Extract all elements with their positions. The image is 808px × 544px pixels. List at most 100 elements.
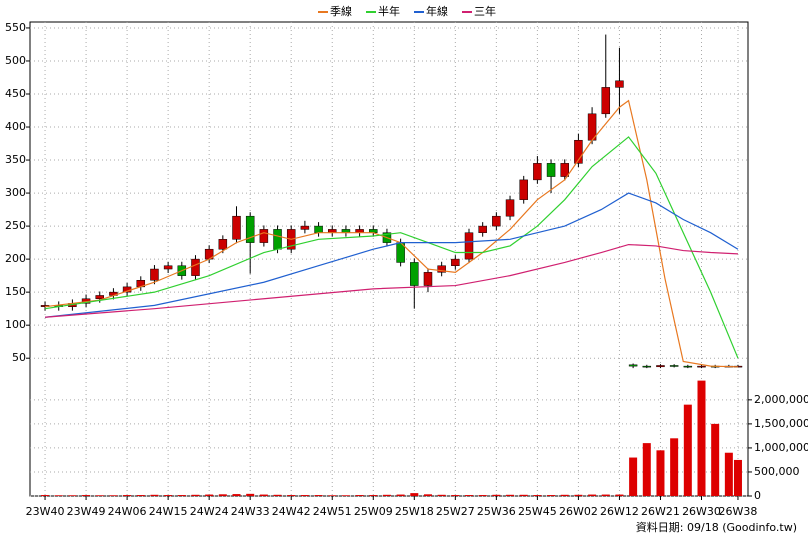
volume-bar [437, 494, 446, 496]
x-tick-label: 24W33 [231, 505, 270, 518]
y-tick-label: 500 [5, 54, 26, 67]
candle-body [656, 365, 665, 368]
candle-body [533, 163, 542, 181]
volume-bar [287, 495, 296, 496]
candle-body [683, 365, 693, 368]
volume-bar [259, 494, 268, 496]
candle-body [697, 365, 706, 368]
volume-bar [54, 495, 63, 496]
volume-bar [232, 494, 241, 496]
candle-body [574, 139, 583, 164]
volume-bar [314, 495, 323, 496]
volume-bar [601, 494, 610, 496]
x-tick-label: 25W27 [436, 505, 475, 518]
volume-bar [547, 495, 556, 496]
y2-tick-label: 1,000,000 [754, 441, 808, 454]
volume-bar [341, 495, 350, 496]
volume-bar [382, 494, 391, 496]
volume-bar [451, 495, 460, 496]
candle-body [95, 295, 104, 300]
volume-bar [355, 495, 364, 496]
volume-bar [410, 493, 419, 496]
candle-body [642, 365, 652, 368]
candle-body [628, 364, 638, 367]
legend-label: 年線 [426, 4, 448, 18]
x-tick-label: 23W40 [26, 505, 65, 518]
volume-bar [369, 495, 378, 496]
candle-body [505, 199, 515, 217]
x-tick-label: 26W12 [600, 505, 639, 518]
y2-tick-label: 2,000,000 [754, 393, 808, 406]
x-tick-label: 25W18 [395, 505, 434, 518]
candle-body [519, 179, 528, 200]
volume-bar [328, 495, 337, 496]
volume-bar [588, 494, 597, 496]
candle-body [669, 365, 679, 367]
volume-bar [273, 494, 282, 496]
candle-body [492, 215, 501, 227]
y2-tick-label: 500,000 [754, 465, 800, 478]
volume-bar [733, 459, 742, 496]
legend-label: 半年 [378, 4, 400, 18]
candle-body [464, 232, 474, 260]
y-tick-label: 350 [5, 153, 26, 166]
y2-tick-label: 0 [754, 489, 761, 502]
volume-bar [506, 494, 515, 496]
candle-body [560, 163, 569, 177]
y-tick-label: 250 [5, 219, 26, 232]
candle-body [601, 87, 611, 115]
volume-bar [191, 494, 200, 496]
footer-note: 資料日期: 09/18 (Goodinfo.tw) [636, 520, 797, 534]
y-tick-label: 100 [5, 318, 26, 331]
candle-body [314, 225, 323, 233]
volume-bar [683, 404, 692, 496]
volume-bar [246, 493, 255, 496]
x-tick-label: 26W21 [641, 505, 680, 518]
candle-body [615, 80, 624, 88]
x-tick-label: 24W42 [272, 505, 311, 518]
volume-bar [95, 495, 104, 496]
candle-body [150, 268, 159, 281]
candle-body [300, 225, 310, 230]
volume-bar [150, 494, 159, 496]
volume-bar [300, 495, 309, 496]
y-tick-label: 400 [5, 120, 26, 133]
candle-body [546, 163, 556, 177]
volume-bar [519, 494, 528, 496]
volume-bar [123, 495, 132, 496]
volume-bar [41, 495, 50, 496]
volume-bar [136, 495, 145, 496]
volume-bar [533, 495, 542, 496]
ma-line [44, 99, 738, 368]
candle-body [451, 258, 460, 266]
volume-bar [670, 438, 679, 496]
y-tick-label: 550 [5, 21, 26, 34]
y2-tick-label: 1,500,000 [754, 417, 808, 430]
volume-bar [177, 495, 186, 496]
volume-bar [724, 452, 733, 496]
candle-body [163, 265, 173, 270]
candle-body [273, 229, 282, 250]
candle-body [259, 229, 269, 243]
y-tick-label: 150 [5, 285, 26, 298]
y-tick-label: 300 [5, 186, 26, 199]
volume-bar [642, 443, 651, 496]
candle-body [478, 225, 487, 233]
volume-bar [396, 494, 405, 496]
candle-body [232, 215, 241, 240]
volume-bar [629, 457, 638, 496]
ma-line [44, 192, 739, 318]
volume-bar [697, 380, 706, 496]
volume-bar [465, 495, 474, 496]
candle-body [218, 239, 228, 250]
y-tick-label: 450 [5, 87, 26, 100]
x-tick-label: 24W24 [190, 505, 229, 518]
x-tick-label: 23W49 [67, 505, 106, 518]
volume-bar [205, 494, 214, 496]
y-tick-label: 50 [12, 351, 26, 364]
volume-bar [560, 494, 569, 496]
x-tick-label: 24W15 [149, 505, 188, 518]
ma-line [44, 136, 739, 359]
volume-bar [574, 494, 583, 496]
